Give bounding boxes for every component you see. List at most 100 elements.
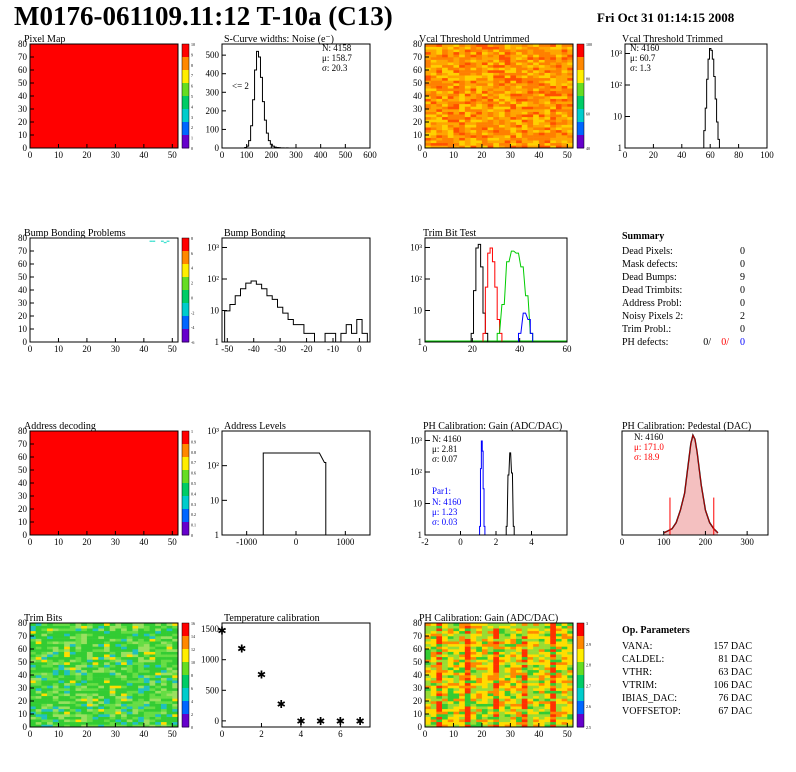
palette-swatch	[182, 623, 189, 637]
heatmap-cell	[481, 708, 488, 712]
heatmap-cell	[86, 656, 93, 660]
y-tick-label: 20	[18, 311, 28, 321]
heatmap-cell	[470, 70, 477, 73]
panel-title: Address Levels	[224, 421, 286, 432]
heatmap-cell	[527, 711, 534, 715]
heatmap-cell	[516, 703, 523, 707]
heatmap-cell	[533, 75, 540, 79]
heatmap-cell	[86, 625, 93, 629]
heatmap-cell	[75, 701, 82, 704]
heatmap-cell	[464, 690, 471, 694]
palette-label: 9	[191, 52, 193, 57]
heatmap-cell	[544, 54, 551, 58]
heatmap-cell	[47, 711, 54, 715]
heatmap-cell	[544, 57, 551, 60]
op-param-value: 63 DAC	[718, 667, 752, 678]
heatmap-cell	[544, 111, 551, 115]
heatmap-cell	[425, 685, 431, 689]
heatmap-cell	[544, 667, 551, 671]
heatmap-cell	[544, 119, 551, 123]
heatmap-cell	[481, 77, 488, 81]
heatmap-cell	[81, 724, 88, 728]
palette-swatch	[182, 675, 189, 689]
heatmap-cell	[58, 688, 65, 691]
heatmap-cell	[121, 630, 128, 634]
heatmap-cell	[561, 44, 568, 47]
heatmap-cell	[126, 633, 133, 637]
heatmap-cell	[166, 708, 173, 712]
heatmap-cell	[527, 80, 534, 84]
heatmap-cell	[521, 64, 528, 68]
heatmap-cell	[499, 72, 505, 76]
heatmap-cell	[487, 677, 494, 681]
heatmap-cell	[516, 77, 523, 81]
heatmap-cell	[550, 83, 557, 86]
heatmap-cell	[504, 711, 511, 715]
heatmap-cell	[109, 667, 116, 671]
heatmap-cell	[459, 80, 466, 84]
heatmap-cell	[430, 628, 437, 632]
heatmap-cell	[504, 72, 511, 76]
heatmap-cell	[521, 54, 528, 58]
heatmap-cell	[561, 59, 568, 63]
heatmap-cell	[527, 656, 534, 660]
heatmap-cell	[132, 701, 139, 704]
heatmap-cell	[561, 88, 568, 92]
heatmap-cell	[504, 62, 511, 66]
heatmap-cell	[538, 132, 545, 136]
heatmap-cell	[487, 62, 494, 66]
heatmap-cell	[442, 664, 449, 668]
heatmap-cell	[516, 72, 523, 76]
heatmap-cell	[493, 703, 500, 707]
x-tick-label: 0	[423, 729, 428, 739]
heatmap-cell	[138, 628, 145, 632]
heatmap-cell	[555, 638, 562, 642]
heatmap-cell	[510, 114, 517, 118]
heatmap-cell	[493, 132, 500, 136]
heatmap-cell	[436, 643, 443, 647]
heatmap-cell	[567, 703, 574, 707]
heatmap-cell	[550, 140, 557, 144]
heatmap-cell	[160, 656, 167, 660]
heatmap-cell	[499, 721, 505, 725]
x-tick-label: 10	[54, 150, 64, 160]
heatmap-cell	[430, 664, 437, 668]
heatmap-cell	[504, 636, 511, 639]
heatmap-cell	[567, 62, 574, 66]
heatmap-cell	[504, 129, 511, 133]
heatmap-cell	[493, 641, 500, 645]
heatmap-cell	[550, 145, 557, 149]
heatmap-cell	[47, 695, 54, 699]
heatmap-cell	[442, 633, 449, 637]
heatmap-cell	[138, 633, 145, 637]
heatmap-cell	[567, 695, 574, 699]
heatmap-cell	[481, 654, 488, 658]
heatmap-cell	[567, 630, 574, 634]
heatmap-cell	[430, 625, 437, 629]
heatmap-cell	[75, 659, 82, 663]
heatmap-cell	[52, 721, 59, 725]
heatmap-cell	[527, 628, 534, 632]
heatmap-cell	[476, 75, 483, 79]
heatmap-cell	[476, 51, 483, 55]
heatmap-cell	[499, 636, 505, 639]
heatmap-cell	[86, 651, 93, 655]
heatmap-cell	[75, 690, 82, 694]
heatmap-cell	[544, 708, 551, 712]
y-tick-label: 30	[18, 683, 28, 693]
heatmap-cell	[567, 664, 574, 668]
heatmap-cell	[516, 672, 523, 676]
heatmap-cell	[481, 685, 488, 689]
heatmap-cell	[69, 654, 76, 658]
heatmap-cell	[544, 132, 551, 136]
heatmap-fill	[30, 238, 178, 342]
heatmap-cell	[516, 103, 523, 107]
heatmap-cell	[464, 64, 471, 68]
heatmap-cell	[493, 646, 500, 650]
heatmap-cell	[470, 122, 477, 125]
y-tick-label: 300	[206, 87, 220, 97]
heatmap-cell	[109, 649, 116, 652]
heatmap-cell	[143, 672, 150, 676]
heatmap-cell	[41, 688, 48, 691]
heatmap-cell	[442, 98, 449, 102]
